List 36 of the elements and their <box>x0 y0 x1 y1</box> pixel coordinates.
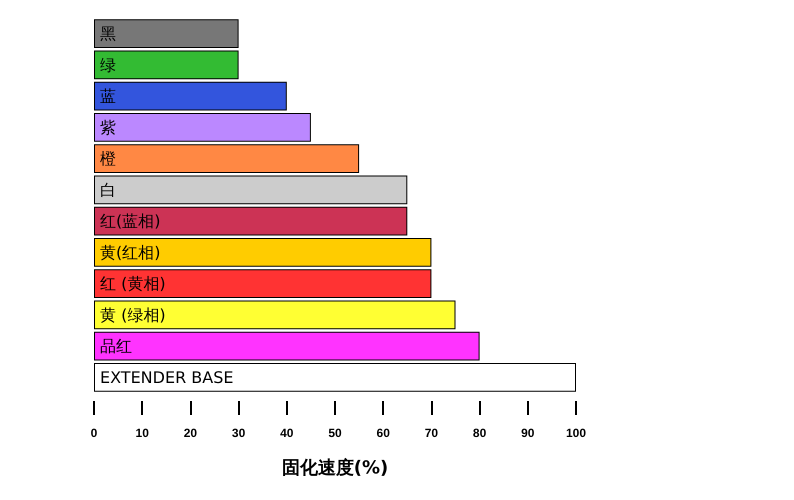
x-tick-label: 50 <box>328 426 342 440</box>
bar <box>94 19 239 48</box>
x-tick-label: 60 <box>376 426 390 440</box>
bar <box>94 113 311 142</box>
bar <box>94 144 360 173</box>
x-tick-label: 0 <box>90 426 98 440</box>
x-tick-label: 80 <box>472 426 487 440</box>
bar <box>94 269 432 298</box>
bar <box>94 363 576 392</box>
y-tick-label: 绿 <box>100 55 116 74</box>
y-tick-label: EXTENDER BASE <box>100 368 234 387</box>
y-tick-label: 蓝 <box>100 86 116 106</box>
y-tick-label: 黄 (绿相) <box>100 305 166 324</box>
x-tick-label: 90 <box>521 426 535 440</box>
y-tick-label: 黄(红相) <box>100 242 160 262</box>
y-tick-label: 紫 <box>100 118 116 137</box>
x-axis-title: 固化速度(%) <box>282 458 388 478</box>
bar <box>94 238 432 267</box>
bar <box>94 50 239 80</box>
x-tick-label: 30 <box>232 426 246 440</box>
x-tick-label: 40 <box>280 426 294 440</box>
y-tick-label: 白 <box>100 180 116 200</box>
x-tick-label: 20 <box>184 426 198 440</box>
bar <box>94 176 408 204</box>
bar <box>94 82 287 110</box>
y-tick-label: 品红 <box>100 336 132 356</box>
x-tick-label: 100 <box>566 426 586 440</box>
bar <box>94 300 456 330</box>
y-tick-label: 红 (黄相) <box>100 274 166 294</box>
y-tick-label: 橙 <box>100 149 116 168</box>
x-tick-label: 10 <box>136 426 150 440</box>
bar <box>94 206 408 236</box>
bar <box>94 332 480 360</box>
y-tick-label: 黑 <box>100 24 116 44</box>
y-tick-label: 红(蓝相) <box>100 212 160 231</box>
x-tick-label: 70 <box>424 426 438 440</box>
